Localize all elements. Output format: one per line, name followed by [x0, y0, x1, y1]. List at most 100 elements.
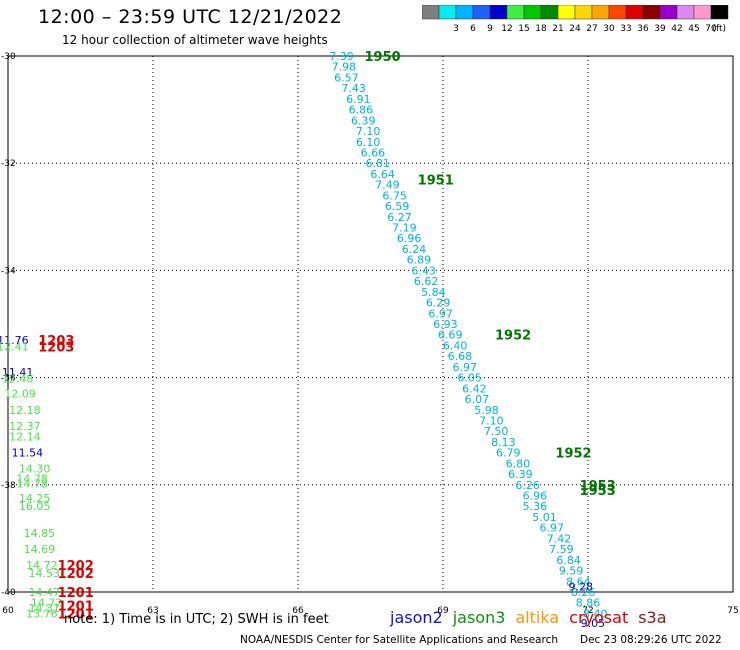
wave-height-label: 12.09 [4, 388, 36, 401]
chart-subtitle: 12 hour collection of altimeter wave hei… [62, 33, 328, 47]
y-tick-label: -38 [1, 481, 16, 491]
x-tick-label: 60 [2, 606, 14, 616]
wave-height-label: 7.49 [375, 179, 400, 192]
wave-height-label: 6.81 [366, 157, 391, 170]
color-scale-label: 70 [705, 24, 717, 34]
wave-height-label: 6.89 [407, 254, 432, 267]
color-scale-unit: (ft) [712, 24, 726, 34]
wave-height-label: 6.68 [448, 350, 473, 363]
time-label: 1950 [364, 50, 400, 65]
wave-height-label: 6.05 [457, 372, 482, 385]
color-scale-label: 33 [620, 24, 631, 34]
wave-height-label: 6.57 [334, 71, 359, 84]
time-label: 1203 [38, 341, 74, 356]
wave-height-label: 6.96 [523, 490, 548, 503]
wave-height-label: 7.10 [479, 414, 504, 427]
wave-height-label: 7.19 [392, 222, 417, 235]
x-tick-label: 69 [437, 606, 449, 616]
wave-height-label: 9.59 [559, 565, 584, 578]
wave-height-label: 5.36 [523, 500, 548, 513]
wave-height-label: 6.86 [349, 104, 374, 117]
color-scale-label: 24 [569, 24, 581, 34]
chart-title: 12:00 – 23:59 UTC 12/21/2022 [38, 6, 343, 28]
color-scale-label: 42 [671, 24, 682, 34]
wave-height-label: 8.86 [576, 597, 601, 610]
wave-height-label: 11.54 [12, 447, 44, 460]
time-label: 1953 [580, 484, 616, 499]
y-tick-label: -36 [1, 374, 16, 384]
wave-height-label: 14.25 [19, 492, 51, 505]
time-label: 1201 [58, 599, 94, 614]
wave-height-label: 14.69 [24, 543, 56, 556]
wave-height-label: 13.76 [26, 607, 58, 620]
wave-height-label: 12.37 [9, 420, 41, 433]
wave-height-label: 12.14 [9, 431, 41, 444]
satellite-legend-item: jason3 [452, 608, 506, 627]
satellite-legend-item: altika [515, 608, 560, 627]
wave-height-label: 6.69 [438, 329, 463, 342]
plot-frame [7, 55, 734, 593]
wave-height-label: 6.91 [346, 93, 371, 106]
footnote: note: 1) Time is in UTC; 2) SWH is in fe… [64, 612, 329, 627]
wave-height-label: 6.62 [414, 275, 439, 288]
wave-height-label: 6.64 [370, 168, 395, 181]
wave-height-label: 16.05 [19, 500, 51, 513]
time-label: 1202 [58, 559, 94, 574]
x-tick-label: 63 [147, 606, 158, 616]
wave-height-label: 6.93 [433, 318, 458, 331]
wave-height-label: 14.72 [26, 559, 58, 572]
wave-height-label: 6.24 [402, 243, 427, 256]
wave-height-label: 7.10 [356, 125, 381, 138]
wave-height-label: 5.01 [532, 511, 557, 524]
x-tick-label: 66 [292, 606, 304, 616]
satellite-legend-item: jason2 [390, 608, 443, 627]
wave-height-label: 7.42 [547, 532, 572, 545]
wave-height-label: 6.97 [540, 522, 565, 535]
wave-height-label: 6.66 [361, 146, 386, 159]
wave-height-label: 14.30 [19, 463, 51, 476]
color-scale-label: 9 [487, 24, 493, 34]
wave-height-label: 8.13 [491, 436, 516, 449]
wave-height-label: 8.40 [583, 607, 608, 620]
wave-height-label: 6.39 [508, 468, 533, 481]
time-label: 1951 [418, 173, 454, 188]
color-scale-label: 45 [688, 24, 699, 34]
wave-height-label: 6.27 [387, 211, 412, 224]
time-label: 1201 [58, 607, 94, 622]
wave-height-label: 8.64 [566, 575, 591, 588]
wave-height-label: 6.29 [426, 297, 451, 310]
time-label: 1952 [495, 329, 531, 344]
satellite-legend-item: s3a [638, 608, 667, 627]
y-tick-label: -30 [1, 52, 16, 62]
y-tick-label: -34 [1, 266, 16, 276]
wave-height-label: 12.18 [9, 404, 41, 417]
satellite-legend: jason2 jason3 altika cryosat s3a [390, 608, 677, 627]
wave-height-label: 14.78 [16, 472, 48, 485]
wave-height-label: 6.07 [465, 393, 490, 406]
y-tick-label: -32 [1, 159, 16, 169]
x-tick-label: 72 [582, 606, 593, 616]
wave-height-label: 7.59 [549, 543, 574, 556]
wave-height-label: 6.97 [453, 361, 478, 374]
wave-height-label: 9.05 [581, 617, 606, 630]
wave-height-label: 14.53 [29, 567, 61, 580]
satellite-legend-item: cryosat [569, 608, 629, 627]
color-swatch [710, 5, 729, 20]
color-scale-label: 3 [453, 24, 459, 34]
wave-height-label: 14.31 [29, 602, 61, 615]
wave-height-label: 9.28 [569, 581, 594, 594]
color-scale-label: 30 [603, 24, 615, 34]
wave-height-label: 11.41 [2, 366, 34, 379]
wave-height-label: 6.43 [411, 264, 436, 277]
wave-height-label: 6.26 [515, 479, 540, 492]
wave-height-label: 14.72 [31, 597, 63, 610]
wave-height-label: 6.10 [356, 136, 381, 149]
wave-height-label: 7.43 [341, 82, 366, 95]
wave-height-label: 6.42 [462, 382, 487, 395]
time-label: 1953 [580, 479, 616, 494]
wave-height-label: 6.40 [443, 339, 468, 352]
wave-height-label: 6.75 [382, 189, 407, 202]
generated-timestamp: Dec 23 08:29:26 UTC 2022 [580, 634, 722, 646]
wave-height-label: 14.78 [16, 478, 48, 491]
